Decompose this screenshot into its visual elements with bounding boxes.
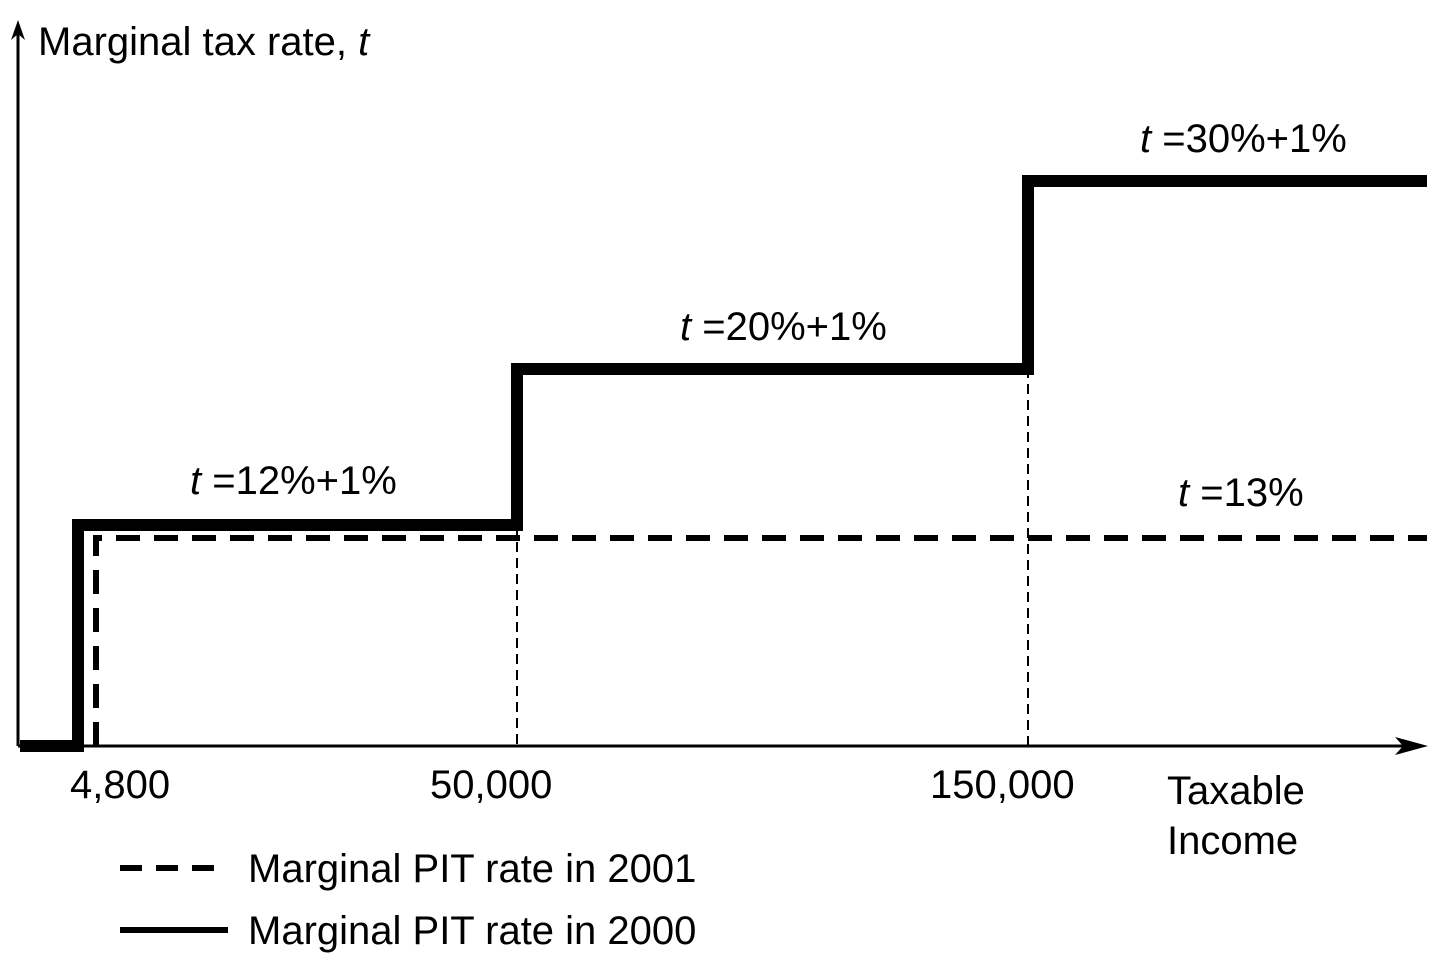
x-axis-arrow-icon [1395, 737, 1428, 755]
legend-label-2001: Marginal PIT rate in 2001 [248, 847, 696, 891]
axes [11, 20, 1428, 755]
legend: Marginal PIT rate in 2001 Marginal PIT r… [120, 847, 696, 953]
annotation-30pct: t =30%+1% [1140, 117, 1347, 161]
x-tick-label-4800: 4,800 [70, 763, 170, 807]
x-axis-label-line1: Taxable [1167, 769, 1305, 813]
x-tick-label-150000: 150,000 [930, 763, 1075, 807]
y-axis-arrow-icon [11, 20, 25, 40]
series-line-2000 [20, 175, 1427, 752]
annotation-12pct: t =12%+1% [190, 459, 397, 503]
annotation-13pct: t =13% [1178, 471, 1304, 515]
x-tick-label-50000: 50,000 [430, 763, 552, 807]
legend-label-2000: Marginal PIT rate in 2000 [248, 909, 696, 953]
y-axis-label: Marginal tax rate, t [38, 20, 371, 64]
x-axis-label-line2: Income [1167, 819, 1298, 863]
series-line-2001 [20, 535, 1427, 749]
annotation-20pct: t =20%+1% [680, 305, 887, 349]
guide-lines [516, 368, 1029, 746]
